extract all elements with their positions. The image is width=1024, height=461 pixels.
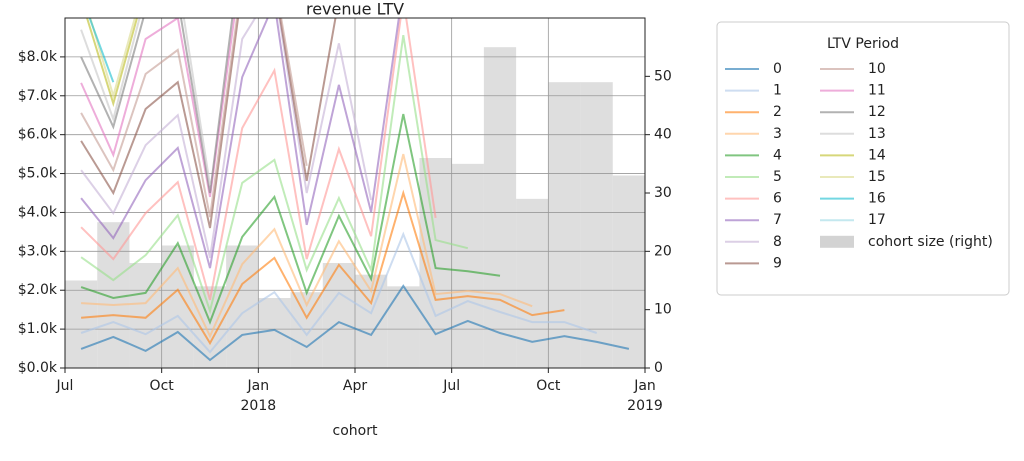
line (80, 231, 598, 354)
legend-label: 3 (773, 126, 782, 142)
bar (483, 47, 517, 368)
y-tick-label: $5.0k (18, 166, 58, 182)
x-tick-label: Jul (56, 378, 74, 394)
legend-swatch (820, 235, 854, 248)
legend-label: 14 (868, 147, 886, 163)
legend-label: cohort size (right) (868, 234, 993, 250)
line (81, 153, 533, 339)
y-tick-label: $6.0k (18, 127, 58, 143)
line (80, 18, 236, 198)
y-tick-label: $7.0k (18, 88, 58, 104)
legend-label: 15 (868, 169, 886, 185)
legend-label: 0 (773, 61, 782, 77)
line (86, 18, 139, 108)
y-tick-label: $4.0k (18, 204, 58, 220)
y-tick-label: $2.0k (18, 282, 58, 298)
legend-label: 4 (773, 147, 782, 163)
legend-label: 2 (773, 104, 782, 120)
legend-label: 16 (868, 191, 886, 207)
x-axis-label: cohort (333, 423, 378, 439)
y2-tick-label: 0 (654, 360, 663, 376)
x-tick-label: Oct (536, 378, 561, 394)
legend-label: 1 (773, 83, 782, 99)
x-tick-label: Jan (247, 378, 270, 394)
x-tick-year: 2018 (241, 398, 277, 414)
legend-label: 8 (773, 234, 782, 250)
y-tick-label: $0.0k (18, 360, 58, 376)
line (88, 18, 115, 83)
bar (65, 280, 98, 368)
line (80, 34, 469, 315)
line (81, 189, 565, 346)
bar (612, 175, 645, 368)
y-tick-label: $1.0k (18, 321, 58, 337)
y-tick-label: $8.0k (18, 49, 58, 65)
line (80, 18, 437, 301)
bar (548, 82, 581, 368)
y2-tick-label: 50 (654, 68, 672, 84)
y2-tick-label: 20 (654, 243, 672, 259)
plot-area (65, 18, 645, 368)
legend-label: 7 (773, 212, 782, 228)
legend-label: 5 (773, 169, 782, 185)
line (80, 18, 373, 259)
y2-tick-label: 40 (654, 127, 672, 143)
legend-title: LTV Period (827, 36, 899, 52)
legend-label: 11 (868, 83, 886, 99)
bar (451, 163, 484, 368)
x-tick-label: Jul (442, 378, 460, 394)
legend-label: 6 (773, 191, 782, 207)
line (80, 18, 211, 186)
x-tick-year: 2019 (627, 398, 663, 414)
x-tick-label: Apr (343, 378, 367, 394)
bar (387, 286, 420, 368)
x-tick-label: Oct (150, 378, 175, 394)
line (80, 18, 400, 269)
legend-label: 17 (868, 212, 886, 228)
legend-label: 10 (868, 61, 886, 77)
line (80, 18, 337, 229)
y2-tick-label: 10 (654, 302, 672, 318)
bar (258, 298, 291, 368)
y-tick-label: $3.0k (18, 243, 58, 259)
y2-tick-label: 30 (654, 185, 672, 201)
bar (322, 263, 355, 368)
bar (580, 82, 613, 368)
line (80, 113, 501, 325)
bar (129, 263, 162, 368)
line (80, 18, 308, 218)
chart-title: revenue LTV (306, 0, 404, 19)
legend-label: 9 (773, 255, 782, 271)
x-tick-label: Jan (633, 378, 656, 394)
legend-label: 12 (868, 104, 886, 120)
line (80, 284, 630, 362)
legend-label: 13 (868, 126, 886, 142)
line (80, 18, 234, 194)
legend-box (716, 21, 1010, 296)
